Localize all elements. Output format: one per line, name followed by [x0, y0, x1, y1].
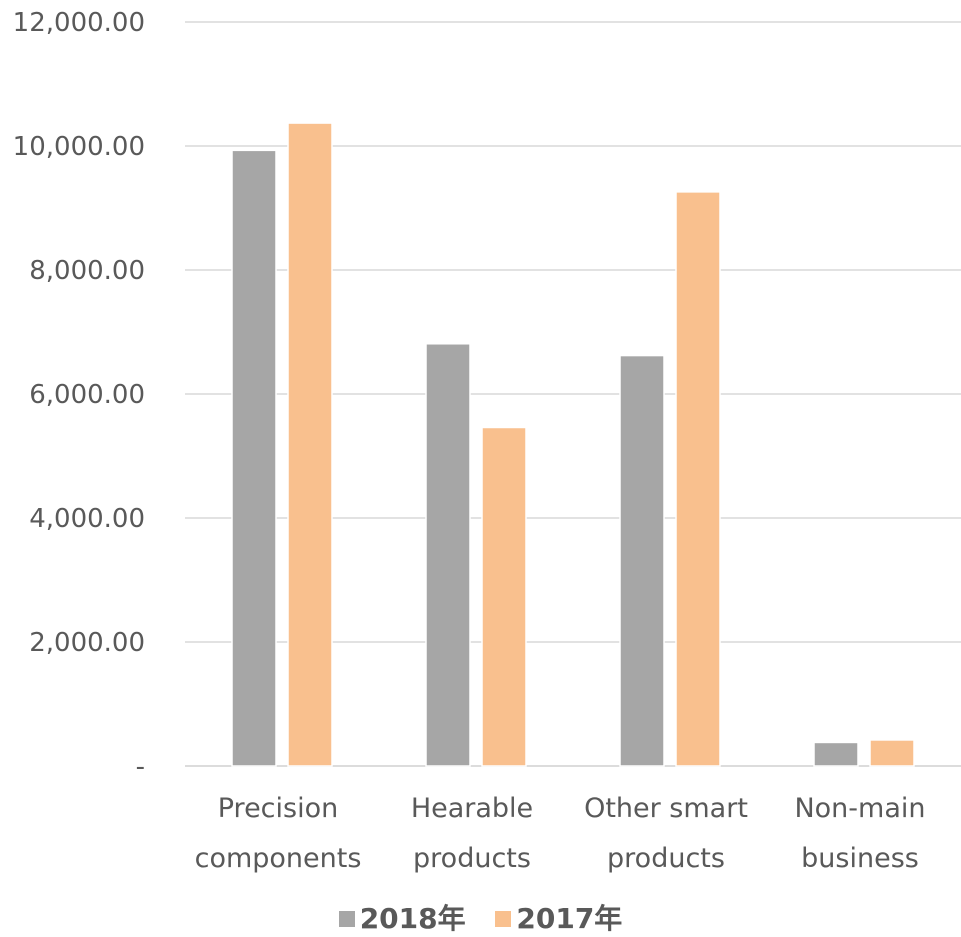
legend-label-2018: 2018年	[359, 902, 466, 935]
legend-swatch-2018	[338, 911, 355, 927]
bar-2017年-2	[675, 191, 721, 767]
legend-item-2017: 2017年	[495, 897, 622, 937]
x-category-label: products	[413, 843, 531, 874]
y-tick-label: 12,000.00	[13, 8, 145, 38]
bar-2018年-3	[813, 741, 859, 767]
y-tick-label: -	[136, 752, 145, 782]
x-category-label: Other smart	[584, 793, 748, 824]
bar-2017年-0	[287, 122, 333, 767]
x-category-label: components	[195, 843, 362, 874]
y-tick-label: 8,000.00	[29, 256, 145, 286]
bar-2017年-1	[481, 426, 527, 767]
y-tick-label: 4,000.00	[29, 504, 145, 534]
y-tick-label: 2,000.00	[29, 628, 145, 658]
legend-label-2017: 2017年	[516, 902, 623, 935]
bar-2018年-0	[231, 149, 277, 767]
bar-2018年-1	[425, 343, 471, 767]
x-axis: Precision components Hearable products Other…	[195, 793, 926, 874]
bar-2018年-2	[619, 354, 665, 767]
x-category-label: business	[801, 843, 919, 874]
legend: 2018年 2017年	[0, 897, 961, 937]
x-category-label: Hearable	[411, 793, 533, 824]
bar-2017年-3	[869, 739, 915, 767]
x-category-label: Precision	[218, 793, 338, 824]
y-tick-label: 10,000.00	[13, 132, 145, 162]
legend-swatch-2017	[495, 911, 512, 927]
x-category-label: products	[607, 843, 725, 874]
x-category-label: Non-main	[794, 793, 925, 824]
y-axis: - 2,000.00 4,000.00 6,000.00 8,000.00 10,000.…	[13, 8, 145, 782]
legend-item-2018: 2018年	[338, 897, 466, 937]
bars	[231, 122, 915, 767]
y-tick-label: 6,000.00	[29, 380, 145, 410]
